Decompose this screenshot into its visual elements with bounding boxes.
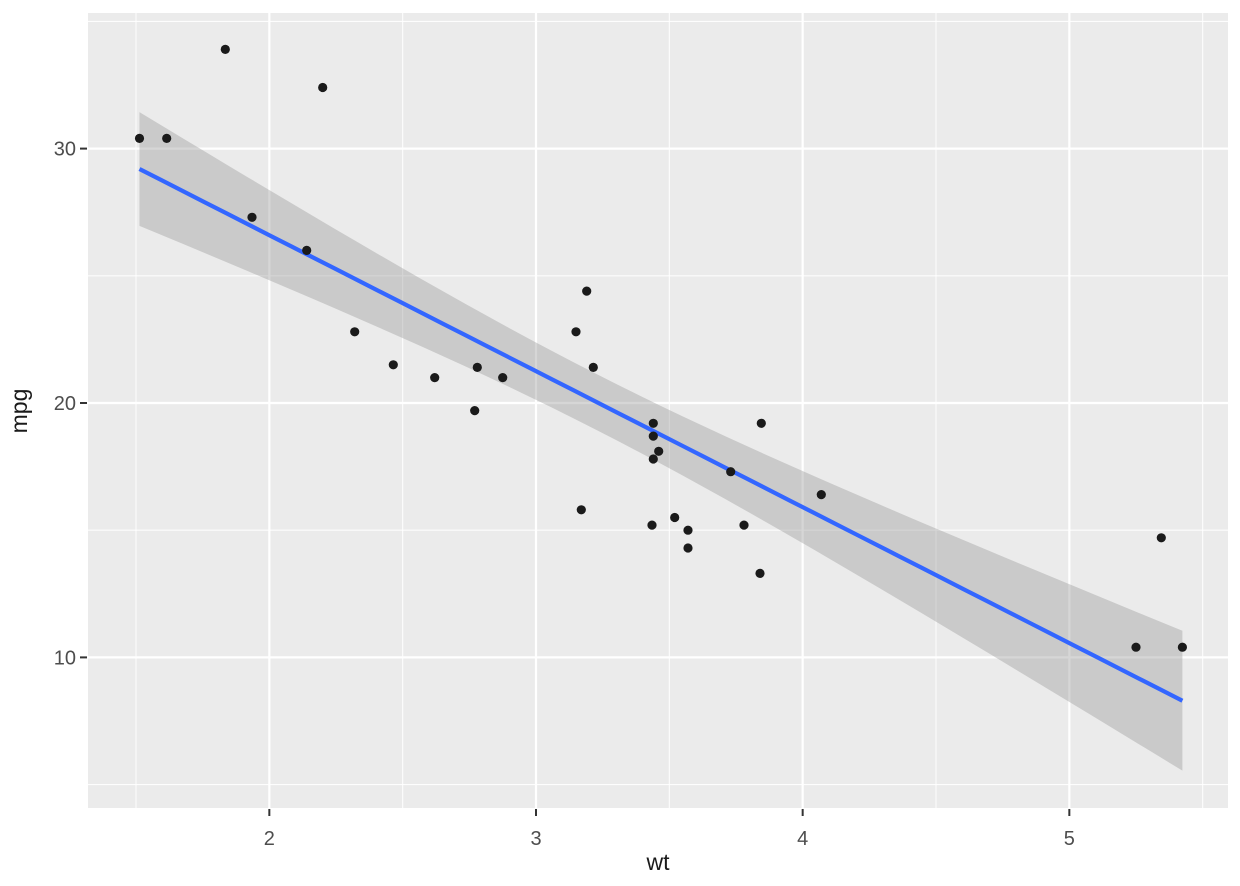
data-point — [318, 82, 328, 93]
data-point — [582, 286, 592, 296]
data-point — [647, 520, 657, 530]
lm-fit-line — [138, 167, 1184, 703]
y-axis-tick-labels: 10 20 30 — [54, 139, 76, 670]
x-tick-label: 3 — [530, 828, 541, 850]
axis-tick-marks — [80, 147, 1071, 816]
confidence-ribbon — [139, 112, 1183, 771]
data-point — [576, 505, 586, 515]
data-point — [220, 44, 230, 55]
data-point — [162, 133, 172, 143]
data-point — [755, 568, 765, 579]
data-point — [683, 525, 693, 535]
data-point — [498, 373, 508, 383]
x-tick-label: 5 — [1064, 828, 1075, 850]
data-point — [739, 520, 749, 530]
regression-line — [138, 167, 1184, 703]
data-point — [648, 431, 658, 441]
y-tick-label: 10 — [54, 647, 76, 669]
data-point — [670, 512, 680, 523]
data-point — [1177, 642, 1187, 652]
x-axis-title: wt — [646, 849, 671, 875]
panel-background — [88, 13, 1228, 808]
data-point — [571, 327, 581, 337]
x-tick-label: 4 — [797, 828, 808, 850]
data-point — [472, 362, 482, 372]
data-points — [134, 44, 1187, 652]
plot-panel — [88, 13, 1228, 808]
data-point — [648, 454, 658, 464]
data-point — [302, 245, 312, 255]
ci-ribbon-polygon — [139, 112, 1183, 771]
y-axis-title: mpg — [6, 389, 32, 434]
data-point — [756, 418, 766, 428]
data-point — [1131, 642, 1141, 652]
data-point — [430, 373, 440, 383]
data-point — [134, 133, 145, 143]
data-point — [816, 490, 826, 500]
grid-major-lines — [88, 13, 1228, 808]
x-axis-tick-labels: 2 3 4 5 — [264, 828, 1075, 850]
data-point — [588, 362, 598, 372]
data-point — [350, 327, 360, 337]
data-point — [247, 212, 257, 222]
x-tick-label: 2 — [264, 828, 275, 850]
data-point — [470, 406, 480, 416]
data-point — [726, 467, 736, 477]
y-tick-label: 30 — [54, 139, 76, 161]
data-point — [654, 446, 664, 456]
y-tick-label: 20 — [54, 393, 76, 415]
grid-minor-lines — [88, 13, 1228, 808]
data-point — [648, 418, 658, 428]
data-point — [683, 543, 693, 553]
data-point — [388, 360, 398, 370]
data-point — [1156, 533, 1166, 543]
